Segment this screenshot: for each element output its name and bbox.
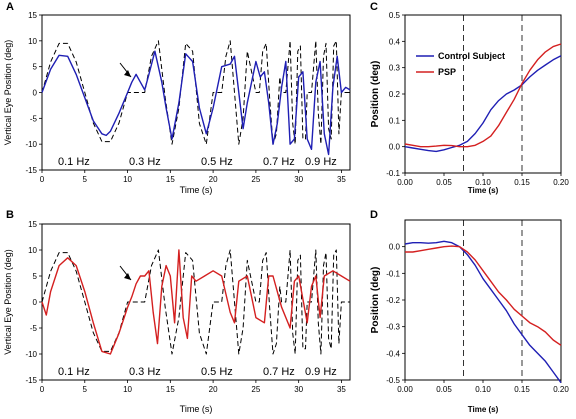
panel-a-xtick-label-0: 0 (40, 175, 45, 184)
panel-a-xtick-label-1: 5 (83, 175, 88, 184)
panel-c-xtick-label-0: 0.00 (397, 178, 413, 187)
panel-b-xtick-label-7: 35 (337, 385, 346, 394)
panel-d-xtick-label-2: 0.10 (475, 385, 491, 394)
legend-label-psp: PSP (438, 67, 456, 77)
panel-a-ytick-label-5: -10 (25, 140, 37, 149)
panel-d-xtick-label-4: 0.20 (553, 385, 569, 394)
panel-c-series-control-subject (404, 55, 562, 153)
panel-a-x-axis-label: Time (s) (180, 185, 213, 195)
panel-d-ytick-label-1: -0.1 (386, 269, 400, 278)
panel-a-frequency-label-2: 0.5 Hz (201, 156, 233, 168)
panel-a-xtick-label-7: 35 (337, 175, 346, 184)
panel-c-ytick-label-4: 0.1 (389, 116, 401, 125)
panel-d-series-psp (405, 245, 562, 346)
panel-d-ytick-label-2: -0.2 (386, 296, 400, 305)
panel-d-ytick-label-5: -0.5 (386, 376, 400, 385)
panel-b-ytick-label-4: -5 (30, 324, 38, 333)
panel-c-y-axis-label: Position (deg) (370, 61, 381, 128)
panel-d-ytick-label-3: -0.3 (386, 323, 400, 332)
panel-d-xtick-label-1: 0.05 (436, 385, 452, 394)
panel-d-ytick-label-4: -0.4 (386, 349, 400, 358)
panel-a-series-target (41, 40, 350, 145)
panel-a-letter: A (6, 1, 14, 13)
panel-b-x-axis-label: Time (s) (180, 404, 213, 414)
panel-a-ytick-label-6: -15 (25, 166, 37, 175)
panel-d-frame (404, 219, 562, 381)
panel-c-xtick-label-2: 0.10 (475, 178, 491, 187)
panel-c-ytick-label-6: -0.1 (386, 169, 400, 178)
panel-b-frequency-label-2: 0.5 Hz (201, 366, 233, 378)
panel-a-xtick-label-3: 15 (166, 175, 175, 184)
panel-c-xtick-label-3: 0.15 (514, 178, 530, 187)
panel-a-series-eye-trace (41, 50, 351, 156)
panel-c-frame (404, 14, 562, 174)
panel-b-ytick-label-2: 5 (33, 272, 38, 281)
panel-a-ytick-label-3: 0 (33, 89, 38, 98)
panel-a-xtick-label-2: 10 (123, 175, 132, 184)
panel-c-xtick-label-1: 0.05 (436, 178, 452, 187)
panel-a-arrow-head (124, 70, 131, 77)
panel-b-y-axis-label: Vertical Eye Position (deg) (3, 249, 13, 355)
panel-b-ytick-label-5: -10 (25, 350, 37, 359)
panel-a-frequency-label-1: 0.3 Hz (129, 156, 161, 168)
panel-b-xtick-label-4: 20 (209, 385, 218, 394)
panel-b-ytick-label-0: 15 (28, 220, 37, 229)
panel-a-ytick-label-4: -5 (30, 114, 38, 123)
panel-c-xtick-label-4: 0.20 (553, 178, 569, 187)
panel-d-letter: D (370, 209, 378, 221)
panel-b-ytick-label-6: -15 (25, 376, 37, 385)
legend-label-control-subject: Control Subject (438, 51, 505, 61)
panel-b-xtick-label-2: 10 (123, 385, 132, 394)
panel-c-ytick-label-2: 0.3 (389, 64, 401, 73)
panel-d-xtick-label-0: 0.00 (397, 385, 413, 394)
panel-c-series-psp (404, 43, 562, 148)
panel-a-xtick-label-6: 30 (294, 175, 303, 184)
panel-a-ytick-label-0: 15 (28, 11, 37, 20)
panel-b-ytick-label-1: 10 (28, 246, 37, 255)
panel-b-frequency-label-4: 0.9 Hz (305, 366, 337, 378)
panel-c-ytick-label-1: 0.4 (389, 37, 401, 46)
panel-c-x-axis-label: Time (s) (468, 186, 499, 195)
panel-b-series-eye-trace (41, 249, 351, 355)
panel-c-letter: C (370, 1, 378, 13)
panel-b-ytick-label-3: 0 (33, 298, 38, 307)
panel-b-xtick-label-3: 15 (166, 385, 175, 394)
panel-b-frequency-label-1: 0.3 Hz (129, 366, 161, 378)
panel-b-xtick-label-6: 30 (294, 385, 303, 394)
panel-b-frequency-label-0: 0.1 Hz (58, 366, 90, 378)
panel-b-xtick-label-0: 0 (40, 385, 45, 394)
panel-b-xtick-label-5: 25 (251, 385, 260, 394)
panel-d-y-axis-label: Position (deg) (370, 267, 381, 334)
panel-d-x-axis-label: Time (s) (468, 405, 499, 414)
panel-b-frequency-label-3: 0.7 Hz (263, 366, 295, 378)
panel-a-y-axis-label: Vertical Eye Position (deg) (3, 40, 13, 146)
panel-c-ytick-label-5: 0.0 (389, 143, 401, 152)
panel-c-ytick-label-0: 0.5 (389, 11, 401, 20)
panel-d-xtick-label-3: 0.15 (514, 385, 530, 394)
panel-a-ytick-label-1: 10 (28, 37, 37, 46)
panel-a-ytick-label-2: 5 (33, 63, 38, 72)
panel-a-xtick-label-4: 20 (209, 175, 218, 184)
panel-a-frequency-label-0: 0.1 Hz (58, 156, 90, 168)
panel-b-xtick-label-1: 5 (83, 385, 88, 394)
panel-a-frequency-label-3: 0.7 Hz (263, 156, 295, 168)
panel-b-letter: B (6, 209, 14, 221)
panel-b-arrow-head (124, 273, 131, 280)
panel-d-series-control-subject (404, 240, 562, 384)
panel-d-ytick-label-0: 0.0 (389, 243, 401, 252)
panel-c-ytick-label-3: 0.2 (389, 90, 401, 99)
panel-a-frequency-label-4: 0.9 Hz (305, 156, 337, 168)
panel-a-xtick-label-5: 25 (251, 175, 260, 184)
